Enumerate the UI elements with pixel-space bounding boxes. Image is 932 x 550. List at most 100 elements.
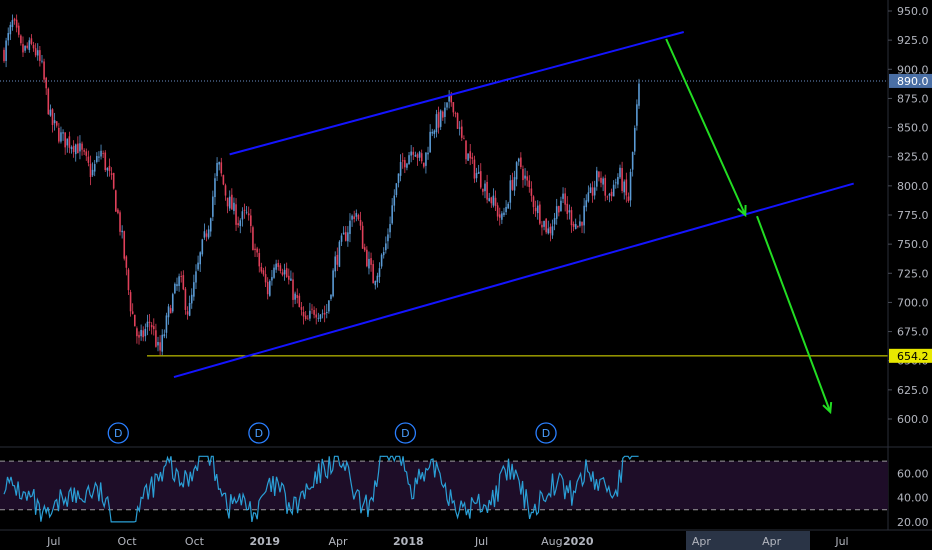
candle-up	[195, 264, 197, 289]
candle-down	[298, 293, 301, 308]
svg-text:D: D	[114, 427, 122, 440]
candle-up	[53, 112, 56, 131]
candle-down	[315, 308, 318, 325]
time-tick-label: Apr	[329, 535, 349, 548]
time-tick-label: Jul	[46, 535, 60, 548]
channel-lower-line[interactable]	[173, 182, 854, 378]
candle-down	[606, 195, 609, 201]
candle-down	[581, 221, 583, 233]
candle-down	[85, 148, 88, 161]
svg-text:D: D	[542, 427, 550, 440]
candle-down	[292, 272, 294, 308]
candle-up	[41, 54, 43, 64]
candle-up	[579, 214, 581, 228]
candle-up	[199, 251, 201, 272]
candle-down	[473, 155, 476, 183]
candle-down	[336, 247, 339, 272]
candle-down	[494, 190, 497, 211]
candle-down	[412, 147, 415, 160]
time-tick-label: Jul	[474, 535, 488, 548]
candle-up	[176, 277, 178, 291]
candle-down	[250, 208, 252, 233]
channel-upper-line[interactable]	[229, 31, 685, 156]
candle-down	[258, 248, 261, 273]
candle-down	[266, 277, 269, 300]
candle-up	[283, 263, 286, 281]
candle-up	[444, 102, 446, 124]
candle-up	[342, 226, 345, 235]
candle-down	[123, 230, 126, 261]
price-tick-label: 675.0	[897, 326, 929, 339]
candle-up	[290, 270, 292, 281]
candle-up	[188, 295, 191, 317]
candle-up	[325, 303, 328, 319]
candle-down	[460, 119, 463, 141]
dividend-marker[interactable]: D	[535, 422, 557, 444]
candle-up	[633, 125, 636, 155]
candle-up	[636, 99, 638, 131]
candle-up	[380, 253, 383, 269]
support-price-label: 654.2	[889, 348, 932, 363]
candle-up	[503, 207, 505, 218]
dividend-marker[interactable]: D	[248, 422, 270, 444]
candle-up	[587, 185, 590, 203]
candle-up	[492, 188, 495, 208]
candle-down	[108, 158, 111, 177]
candle-up	[458, 121, 461, 136]
candle-up	[334, 251, 337, 278]
candle-down	[404, 157, 406, 174]
candle-up	[389, 216, 391, 239]
price-axis[interactable]: 950.0 925.0 900.0 875.0 850.0 825.0 800.0 775.0…	[887, 0, 932, 530]
candle-down	[471, 152, 474, 164]
candle-down	[490, 196, 493, 208]
candle-down	[498, 207, 501, 226]
projection-arrow-1[interactable]	[665, 38, 747, 216]
candle-up	[269, 279, 271, 297]
price-tick-label: 625.0	[897, 384, 929, 397]
candle-down	[15, 14, 18, 33]
candle-up	[193, 274, 195, 301]
candle-down	[136, 326, 138, 344]
candle-up	[562, 187, 564, 204]
candle-up	[376, 272, 379, 288]
candle-up	[484, 180, 486, 199]
candle-up	[543, 220, 545, 231]
candle-up	[49, 104, 52, 117]
price-tick-label: 750.0	[897, 238, 929, 251]
candle-up	[245, 206, 248, 215]
candle-up	[374, 280, 377, 290]
candle-up	[79, 135, 81, 160]
current-price-text: 890.0	[897, 75, 929, 88]
candle-down	[102, 150, 104, 158]
candle-down	[252, 225, 254, 251]
candle-up	[368, 251, 370, 275]
candle-up	[406, 162, 408, 171]
dividend-marker[interactable]: D	[107, 422, 129, 444]
candle-down	[68, 131, 71, 154]
candle-up	[178, 273, 180, 292]
candle-up	[467, 153, 469, 162]
candle-down	[372, 260, 374, 284]
candle-down	[344, 226, 347, 242]
candle-up	[593, 180, 596, 200]
candle-up	[418, 150, 421, 162]
candle-up	[271, 269, 273, 286]
candle-down	[300, 302, 303, 316]
price-tick-label: 850.0	[897, 122, 929, 135]
oscillator-pane[interactable]: 60.00 40.00 20.00	[0, 446, 932, 529]
candle-up	[446, 102, 448, 111]
candle-up	[214, 173, 216, 205]
candle-down	[285, 262, 288, 278]
time-axis[interactable]: Oct 2018 Apr Jul Oct 2019 Apr Jul Aug 2020 Apr Jul	[0, 529, 932, 550]
dividend-marker[interactable]: D	[394, 422, 417, 444]
candle-up	[332, 268, 334, 298]
candle-up	[397, 173, 400, 188]
candle-down	[184, 286, 187, 315]
candle-down	[296, 288, 299, 304]
candle-up	[328, 300, 330, 314]
candle-down	[237, 216, 239, 228]
projection-arrow-2[interactable]	[756, 215, 832, 413]
candle-down	[180, 271, 183, 283]
